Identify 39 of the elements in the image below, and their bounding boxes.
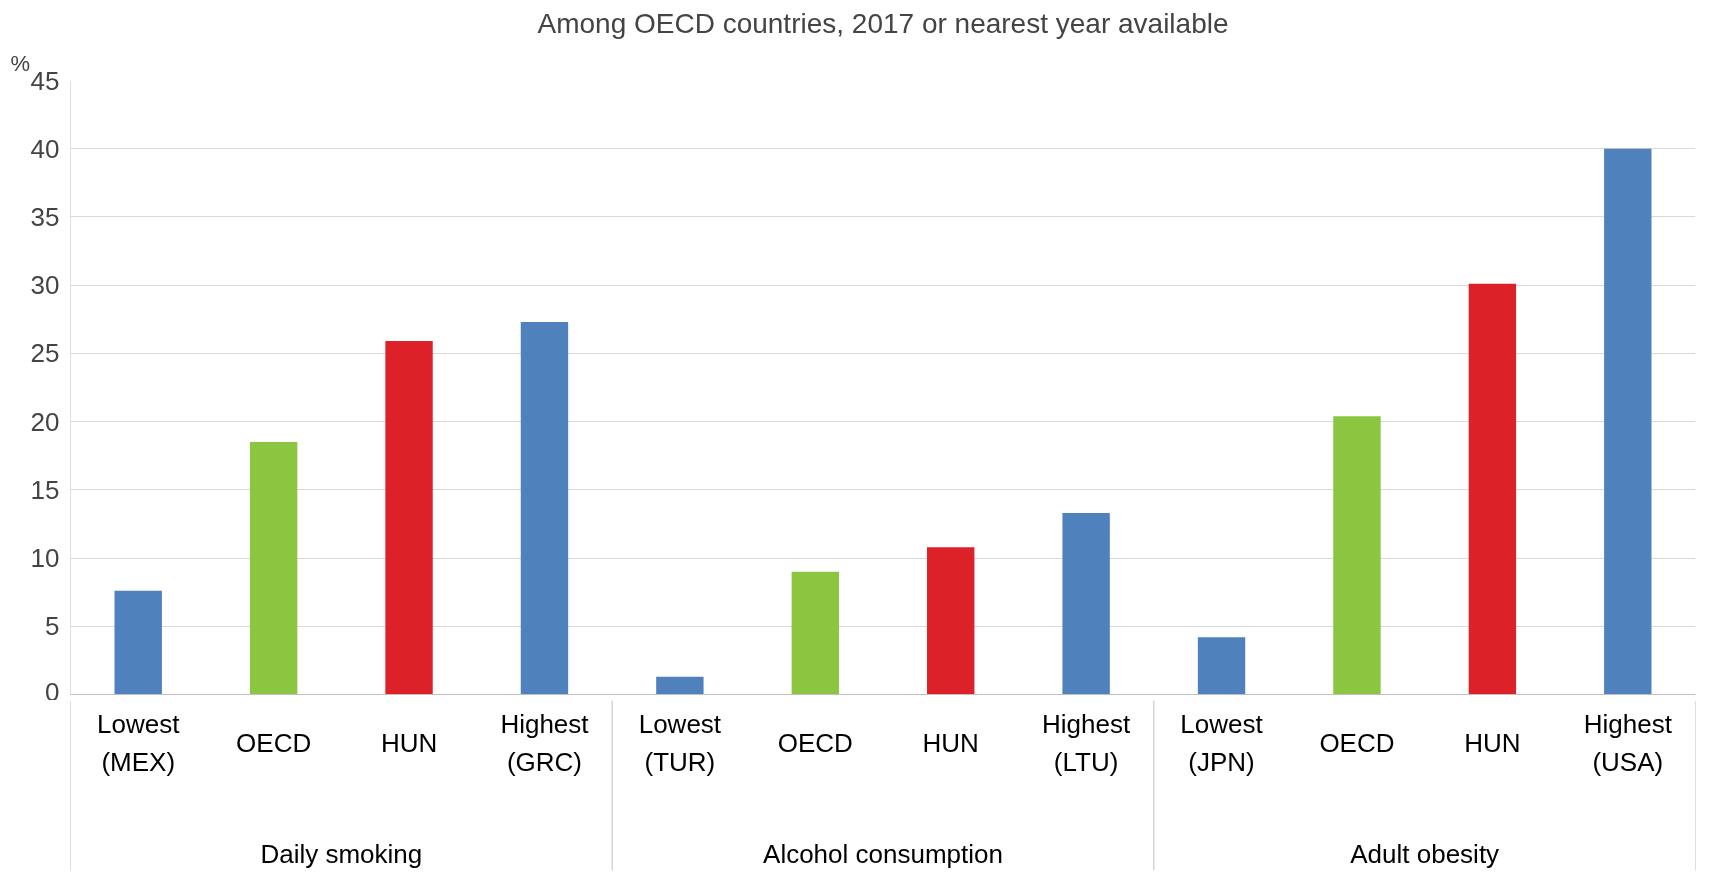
bar [385,341,433,695]
x-tick-label: OECD [1319,728,1395,758]
y-tick-label: 45 [30,65,60,96]
x-tick-label: OECD [236,728,312,758]
bar [656,676,704,695]
text: Daily smoking [260,838,423,869]
bar [1604,148,1652,695]
bar [927,547,975,695]
y-tick-label: 0 [45,676,60,707]
y-tick-label: 30 [30,270,60,301]
x-tick-label: Highest (GRC) [500,709,590,777]
x-tick-label: HUN [380,728,438,758]
text: Alcohol consumption [763,838,1003,869]
bar [249,442,298,695]
x-tick-label: HUN [922,728,979,758]
y-axis-title: % [10,50,31,76]
bar [1062,513,1110,695]
bar [791,571,839,695]
y-tick-label: 5 [45,611,60,642]
text: Adult obesity [1350,838,1500,869]
x-tick-label: Lowest (MEX) [97,709,181,777]
y-tick-label: 20 [30,406,60,437]
x-tick-label: HUN [1464,728,1521,758]
y-tick-label: 40 [30,133,60,164]
y-tick-label: 25 [30,338,60,369]
bar [520,322,569,695]
bar [114,590,162,695]
bar [1333,416,1381,695]
x-tick-label: OECD [777,728,853,758]
x-tick-label: Lowest (TUR) [638,709,722,777]
bar [1197,637,1246,695]
bar [1468,283,1517,695]
chart-title: Among OECD countries, 2017 or nearest year available [537,7,1229,39]
x-tick-label: Lowest (JPN) [1180,709,1264,777]
y-tick-label: 10 [30,543,60,574]
y-tick-label: 15 [30,474,60,505]
x-tick-label: Highest (LTU) [1042,709,1131,777]
x-tick-label: Highest (USA) [1583,709,1673,777]
y-tick-label: 35 [30,201,60,232]
